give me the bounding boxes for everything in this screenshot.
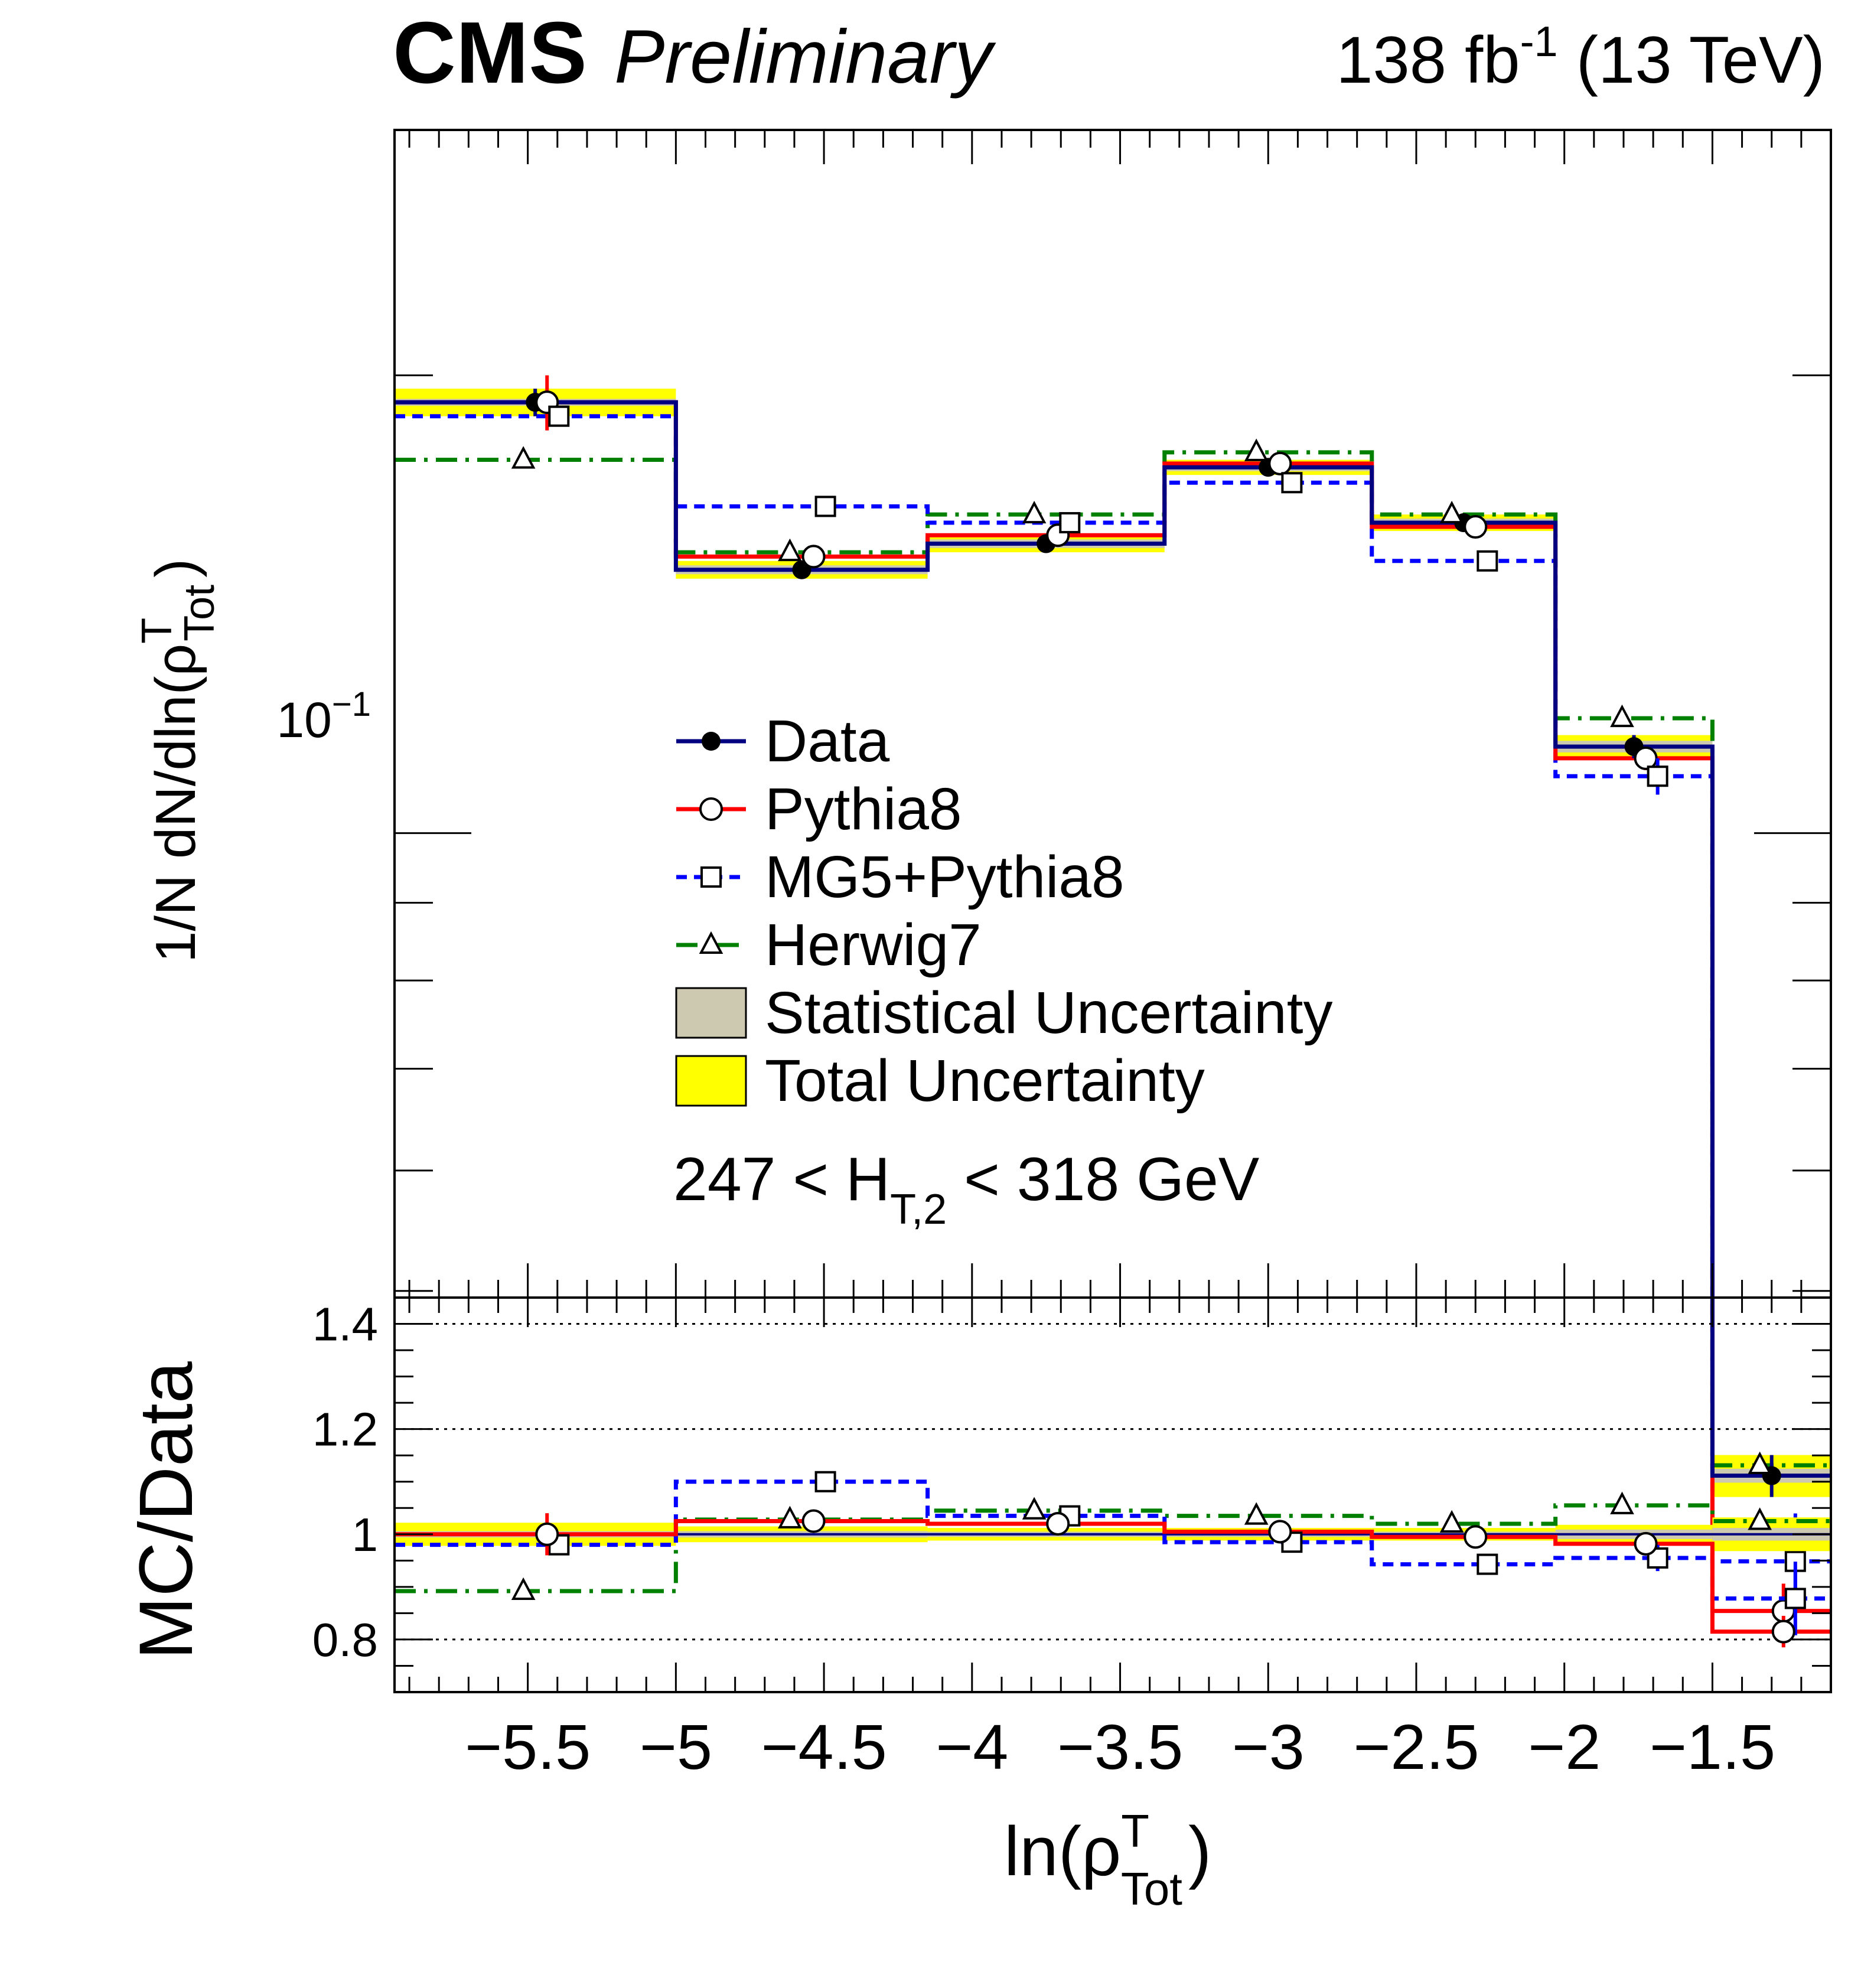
- y-axis-title-main: 1/N dN/dln(ρTTot): [133, 559, 223, 963]
- ratio-point-pythia8: [801, 1509, 826, 1533]
- legend-label: Herwig7: [765, 912, 982, 978]
- ratio-y-tick-label: 1.2: [312, 1403, 378, 1456]
- ratio-point-pythia8: [1634, 1531, 1658, 1556]
- x-tick-label: −3: [1232, 1711, 1305, 1782]
- x-tick-label: −5.5: [465, 1711, 591, 1782]
- ratio-point-pythia8: [1771, 1619, 1795, 1644]
- x-tick-label: −2: [1528, 1711, 1601, 1782]
- ratio-point-herwig7: [1610, 1491, 1634, 1514]
- legend-marker-data: [702, 732, 721, 751]
- ratio-point-herwig7: [1022, 1497, 1047, 1520]
- x-tick-label: −2.5: [1353, 1711, 1479, 1782]
- point-mg5-pythia8: [1647, 765, 1668, 787]
- point-herwig7: [1244, 438, 1269, 461]
- legend-label: Statistical Uncertainty: [765, 980, 1332, 1046]
- point-herwig7: [1022, 500, 1047, 524]
- point-herwig7: [1610, 704, 1634, 728]
- ratio-point-pythia8: [1464, 1525, 1488, 1549]
- ratio-line-pythia8: [395, 1519, 1831, 1634]
- legend-marker-herwig7: [699, 931, 723, 954]
- legend-label: Pythia8: [765, 776, 962, 842]
- point-mg5-pythia8: [1059, 512, 1081, 534]
- ratio-point-mg5-pythia8: [814, 1471, 836, 1492]
- ratio-point-herwig7: [1244, 1502, 1269, 1525]
- x-tick-label: −1.5: [1650, 1711, 1775, 1782]
- ratio-point-herwig7: [1439, 1510, 1464, 1533]
- point-pythia8: [1464, 515, 1488, 539]
- x-tick-label: −4: [936, 1711, 1008, 1782]
- ratio-point-herwig7: [511, 1577, 536, 1600]
- y-tick-label-main: 10−1: [276, 685, 371, 748]
- point-pythia8: [1268, 451, 1292, 475]
- series-line-data: [395, 400, 1831, 1478]
- experiment-label: CMS: [393, 4, 587, 102]
- series-line-herwig7: [395, 450, 1831, 1468]
- ratio-line-mg5-pythia8: [395, 1479, 1831, 1601]
- status-label: Preliminary: [614, 15, 996, 99]
- point-pythia8: [801, 545, 826, 569]
- legend-label: Total Uncertainty: [765, 1048, 1205, 1114]
- point-herwig7: [778, 538, 802, 562]
- ratio-point-mg5-pythia8: [1477, 1553, 1498, 1575]
- legend-marker-mg5: [700, 866, 722, 888]
- ratio-y-tick-label: 0.8: [312, 1614, 378, 1666]
- ratio-y-tick-label: 1: [352, 1508, 379, 1561]
- ratio-point-pythia8: [1268, 1520, 1292, 1544]
- point-herwig7: [511, 446, 536, 469]
- legend-label: MG5+Pythia8: [765, 844, 1125, 910]
- legend-marker-pythia8: [699, 797, 723, 821]
- point-herwig7: [1748, 1451, 1772, 1474]
- point-mg5-pythia8: [814, 496, 836, 517]
- x-tick-label: −3.5: [1057, 1711, 1183, 1782]
- ratio-y-tick-label: 1.4: [312, 1298, 378, 1351]
- ratio-point-herwig7: [778, 1505, 802, 1529]
- series-line-mg5-pythia8: [395, 414, 1831, 1564]
- ratio-line-herwig7: [395, 1503, 1831, 1593]
- legend-swatch-total: [675, 1055, 747, 1107]
- ratio-point-mg5-pythia8: [1784, 1588, 1806, 1609]
- ratio-panel: 0.8 1 1.2 1.4 −5.5 −5 −4.5 −4 −3.5 −3 −2.5 −2 −1.5: [312, 1296, 1832, 1782]
- legend-swatch-stat: [675, 987, 747, 1039]
- luminosity-label: 138 fb-1 (13 TeV): [1336, 18, 1825, 97]
- ratio-point-pythia8: [1046, 1511, 1070, 1536]
- point-herwig7: [1439, 500, 1464, 524]
- main-plot-frame: [393, 129, 1832, 1299]
- legend: DataPythia8MG5+Pythia8Herwig7Statistical…: [675, 708, 1332, 1114]
- ratio-point-pythia8: [535, 1522, 559, 1546]
- point-mg5-pythia8: [1477, 550, 1498, 572]
- ratio-point-herwig7: [1748, 1507, 1772, 1530]
- point-mg5-pythia8: [548, 405, 570, 427]
- ht-range-annotation: 247 < HT,2 < 318 GeV: [673, 1145, 1259, 1233]
- x-tick-label: −5: [640, 1711, 712, 1782]
- main-panel: 10−1: [276, 129, 1832, 1640]
- ratio-plot-frame: [393, 1296, 1832, 1693]
- legend-label: Data: [765, 708, 890, 774]
- x-axis-title: ln(ρT Tot): [1004, 1805, 1211, 1915]
- x-tick-label: −4.5: [761, 1711, 886, 1782]
- y-axis-title-ratio: MC/Data: [124, 1361, 208, 1660]
- point-mg5-pythia8: [1281, 472, 1303, 494]
